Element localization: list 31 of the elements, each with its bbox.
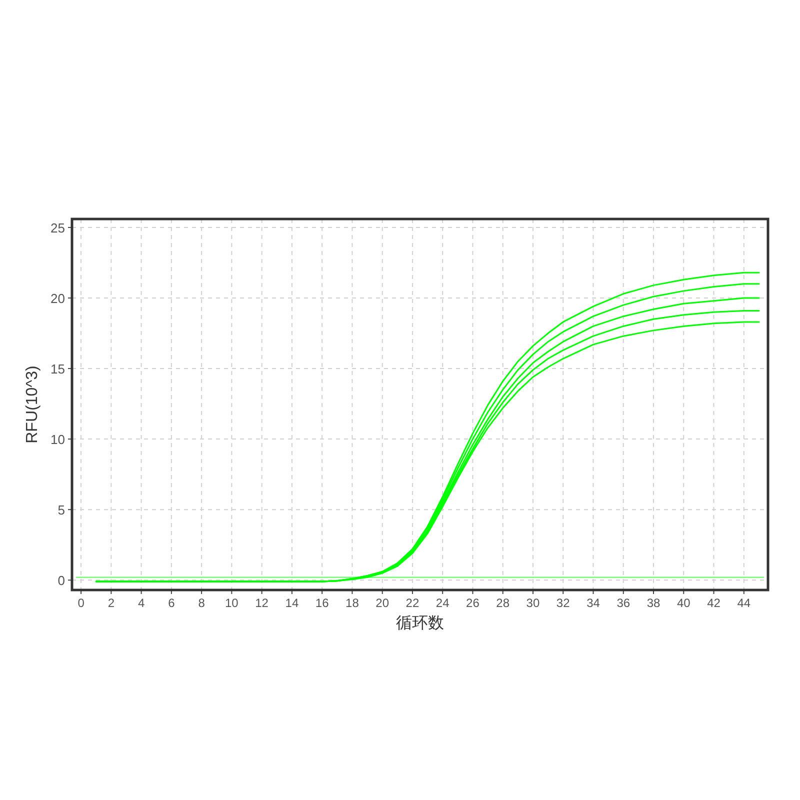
y-tick-label: 5 (58, 502, 65, 518)
y-tick-label: 20 (50, 290, 65, 306)
x-axis-title: 循环数 (396, 615, 444, 632)
y-tick-label: 25 (50, 220, 65, 236)
x-tick-label: 12 (255, 596, 269, 610)
x-tick-label: 22 (406, 596, 420, 610)
x-tick-label: 10 (225, 596, 239, 610)
x-tick-label: 24 (436, 596, 450, 610)
x-tick-label: 26 (466, 596, 480, 610)
x-tick-label: 16 (315, 596, 330, 610)
x-tick-label: 28 (496, 596, 510, 610)
x-tick-label: 8 (198, 596, 206, 610)
x-tick-label: 44 (737, 596, 751, 610)
x-tick-label: 42 (707, 596, 721, 610)
x-tick-label: 40 (676, 596, 691, 610)
y-tick-label: 15 (50, 362, 65, 377)
x-tick-label: 30 (526, 596, 540, 610)
x-tick-label: 32 (556, 596, 570, 610)
x-tick-label: 34 (586, 596, 600, 610)
x-tick-label: 14 (285, 596, 299, 610)
x-tick-label: 6 (168, 596, 176, 610)
y-tick-label: 10 (50, 432, 65, 448)
x-tick-label: 4 (138, 596, 145, 610)
y-tick-label: 0 (58, 573, 65, 588)
x-tick-label: 18 (346, 596, 360, 610)
x-tick-label: 36 (616, 596, 630, 610)
x-tick-label: 38 (646, 596, 660, 610)
x-tick-label: 0 (78, 596, 85, 610)
x-tick-label: 2 (108, 596, 115, 610)
y-axis-title: RFU(10^3) (24, 366, 41, 444)
x-tick-label: 20 (376, 596, 390, 610)
